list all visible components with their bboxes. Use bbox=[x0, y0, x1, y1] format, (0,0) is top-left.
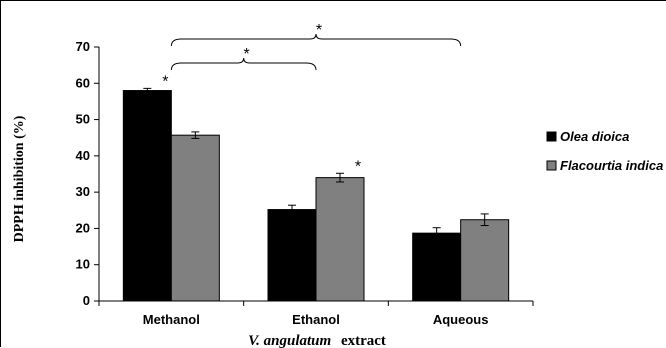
error-bars bbox=[143, 87, 489, 240]
y-tick-label: 50 bbox=[76, 112, 90, 127]
legend-label-olea-dioica: Olea dioica bbox=[560, 129, 629, 144]
bracket-star: * bbox=[244, 46, 250, 63]
y-axis-label: DPPH inhibition (%) bbox=[12, 115, 27, 242]
category-label: Methanol bbox=[143, 312, 200, 327]
y-tick-label: 40 bbox=[76, 148, 90, 163]
category-label: Ethanol bbox=[292, 312, 340, 327]
x-axis-label-suffix: extract bbox=[341, 333, 386, 348]
bar-flacourtia-indica-aqueous bbox=[460, 219, 510, 302]
legend-label-flacourtia-indica: Flacourtia indica bbox=[560, 158, 663, 173]
annotations: * * * * bbox=[162, 22, 462, 175]
y-tick-label: 70 bbox=[76, 39, 90, 54]
y-tick-label: 0 bbox=[83, 293, 90, 308]
bar-flacourtia-indica-ethanol bbox=[315, 177, 365, 302]
bracket-star: * bbox=[316, 22, 322, 39]
x-axis-label-species: V. angulatum bbox=[248, 333, 331, 348]
bar-olea-dioica-ethanol bbox=[267, 209, 317, 302]
legend-swatch-olea-dioica bbox=[546, 131, 557, 142]
significance-bracket bbox=[170, 57, 317, 71]
y-tick-label: 20 bbox=[76, 220, 90, 235]
significance-bracket bbox=[170, 33, 462, 47]
y-tick-label: 10 bbox=[76, 257, 90, 272]
x-axis-label: V. angulatum extract bbox=[248, 333, 386, 348]
bars bbox=[122, 90, 510, 302]
bar-olea-dioica-methanol bbox=[122, 90, 172, 302]
bar-olea-dioica-aqueous bbox=[412, 232, 462, 302]
category-label: Aqueous bbox=[433, 312, 489, 327]
legend: Olea dioica Flacourtia indica bbox=[546, 129, 663, 173]
significance-star: * bbox=[355, 158, 361, 175]
legend-swatch-flacourtia-indica bbox=[546, 160, 557, 171]
y-tick-label: 30 bbox=[76, 184, 90, 199]
axes: 0 10 20 30 40 50 60 70 Methanol Ethanol Aqueous bbox=[76, 39, 534, 327]
bar-flacourtia-indica-methanol bbox=[170, 134, 220, 302]
significance-star: * bbox=[162, 73, 168, 90]
y-tick-label: 60 bbox=[76, 75, 90, 90]
